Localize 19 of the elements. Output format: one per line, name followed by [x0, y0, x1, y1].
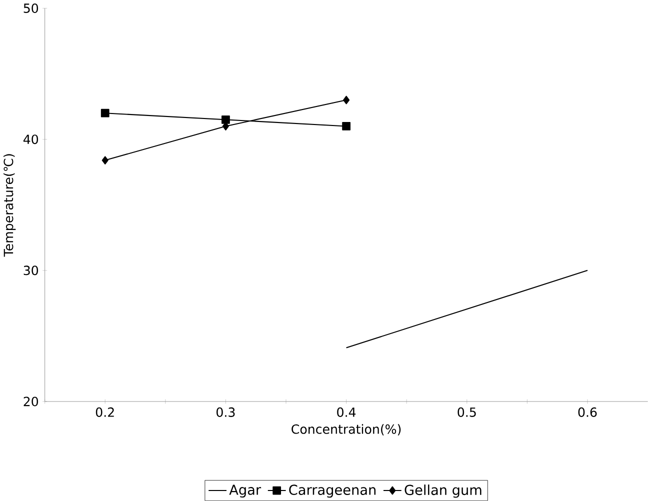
point: [342, 122, 350, 130]
y-tick-label: 50: [24, 4, 38, 14]
legend-label: Agar: [229, 484, 262, 498]
point: [343, 96, 350, 104]
x-axis-title: Concentration(%): [292, 424, 401, 436]
x-tick-label: 0.5: [458, 407, 476, 418]
point: [100, 108, 110, 118]
y-axis-title: Temperature(℃): [4, 154, 16, 257]
y-tick-label: 30: [24, 266, 38, 276]
point: [102, 156, 108, 165]
point: [222, 116, 230, 124]
legend-label: Carrageenan: [289, 484, 376, 498]
legend-label: Gellan gum: [404, 484, 482, 498]
x-tick-label: 0.6: [578, 407, 597, 418]
y-tick-label: 40: [23, 134, 38, 144]
x-tick-label: 0.3: [216, 407, 235, 418]
y-tick-label: 20: [24, 396, 38, 406]
x-tick-label: 0.2: [96, 407, 114, 418]
x-tick-label: 0.4: [337, 407, 356, 418]
